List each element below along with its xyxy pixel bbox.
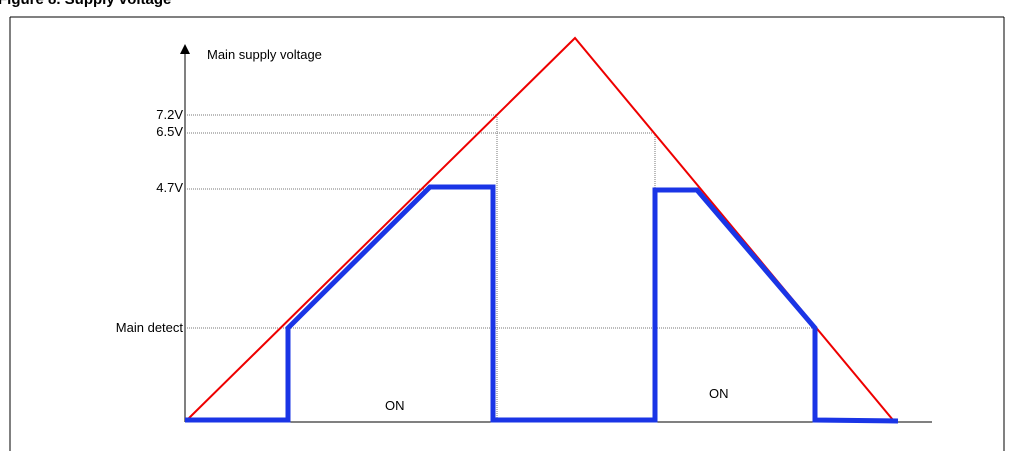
y-axis-arrow [180,44,190,54]
level-label: 4.7V [156,180,183,195]
level-label: Main detect [116,320,184,335]
output-signal [185,184,899,424]
axis-label: Main supply voltage [207,47,322,62]
supply-voltage [186,36,894,421]
level-lines [185,114,815,420]
level-label: 6.5V [156,124,183,139]
region-label: ON [709,386,729,401]
region-label: ON [385,398,405,413]
level-label: 7.2V [156,107,183,122]
title: Figure 8. Supply voltage [0,0,171,8]
